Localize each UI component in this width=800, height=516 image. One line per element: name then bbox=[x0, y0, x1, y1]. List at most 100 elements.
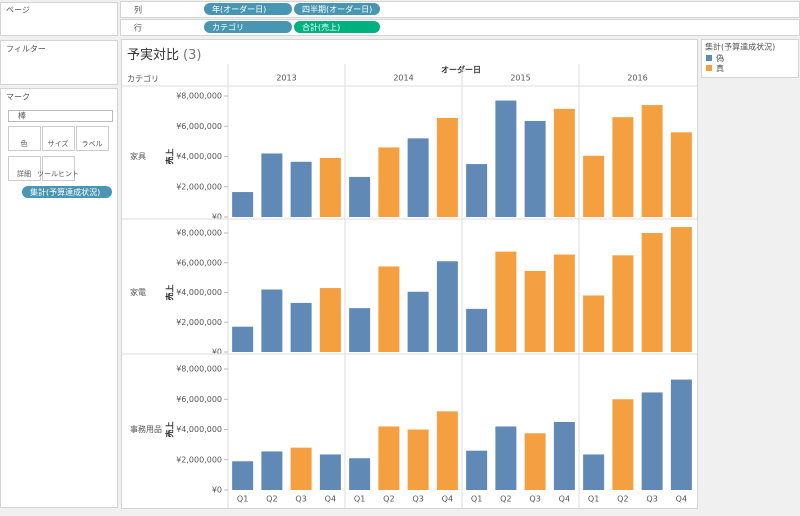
mark-button[interactable] bbox=[8, 156, 41, 181]
mark-button[interactable] bbox=[8, 126, 41, 151]
bar bbox=[407, 138, 429, 217]
year-label: 2013 bbox=[276, 74, 296, 83]
bar bbox=[349, 458, 371, 490]
mark-type-dropdown[interactable] bbox=[8, 110, 113, 122]
bar bbox=[232, 192, 254, 217]
y-tick-label: ¥8,000,000 bbox=[176, 365, 222, 374]
bar bbox=[349, 308, 371, 352]
y-tick-label: ¥4,000,000 bbox=[176, 152, 222, 161]
mark-type: 棒 bbox=[18, 111, 26, 121]
category-label: 家具 bbox=[130, 151, 146, 161]
row-header: カテゴリ bbox=[127, 74, 159, 84]
year-label: 2015 bbox=[510, 74, 530, 83]
pill-label: 合計(売上) bbox=[302, 22, 340, 32]
y-tick-label: ¥6,000,000 bbox=[176, 122, 222, 131]
bar bbox=[641, 105, 663, 217]
bar bbox=[524, 120, 546, 217]
quarter-label: Q1 bbox=[471, 495, 482, 504]
y-tick-label: ¥4,000,000 bbox=[176, 425, 222, 434]
legend-title: 集計(予算達成状況) bbox=[705, 42, 775, 52]
bar bbox=[466, 164, 488, 217]
y-tick-label: ¥0 bbox=[212, 348, 222, 357]
pill-label: カテゴリ bbox=[212, 22, 244, 32]
marks-label: マーク bbox=[6, 93, 30, 102]
bar bbox=[495, 100, 517, 217]
bar bbox=[349, 176, 371, 217]
bar bbox=[378, 147, 400, 217]
category-label: 家電 bbox=[130, 287, 146, 297]
bar bbox=[583, 454, 605, 490]
year-label: 2014 bbox=[393, 74, 413, 83]
quarter-label: Q4 bbox=[559, 495, 570, 504]
legend-label: 偽 bbox=[716, 53, 724, 63]
legend-card bbox=[701, 39, 799, 78]
bar bbox=[466, 450, 488, 490]
chart-title: 予実対比 (3) bbox=[127, 47, 201, 63]
bar bbox=[261, 451, 283, 490]
bar bbox=[524, 270, 546, 352]
quarter-label: Q1 bbox=[354, 495, 365, 504]
year-label: 2016 bbox=[627, 74, 647, 83]
bar bbox=[495, 251, 517, 352]
y-tick-label: ¥8,000,000 bbox=[176, 92, 222, 101]
bar bbox=[319, 454, 341, 490]
bar bbox=[232, 461, 254, 490]
y-axis-title: 売上 bbox=[165, 285, 175, 301]
bar bbox=[612, 117, 634, 217]
bar bbox=[583, 295, 605, 352]
bar bbox=[436, 117, 458, 217]
bar bbox=[670, 132, 692, 217]
filters-shelf bbox=[0, 40, 118, 85]
bar bbox=[553, 421, 575, 490]
bar bbox=[378, 266, 400, 352]
pill-label: 四半期(オーダー日) bbox=[302, 4, 372, 14]
bar bbox=[261, 289, 283, 352]
pill[interactable] bbox=[204, 3, 292, 15]
quarter-label: Q2 bbox=[383, 495, 394, 504]
mark-button-label: ツールヒント bbox=[37, 170, 79, 178]
y-tick-label: ¥4,000,000 bbox=[176, 288, 222, 297]
rows-label: 行 bbox=[134, 23, 142, 33]
bar bbox=[670, 227, 692, 352]
mark-button[interactable] bbox=[76, 126, 109, 151]
bar bbox=[553, 108, 575, 217]
y-tick-label: ¥6,000,000 bbox=[176, 258, 222, 267]
pill[interactable] bbox=[294, 21, 380, 33]
mark-button-label: 詳細 bbox=[17, 169, 31, 178]
quarter-label: Q1 bbox=[237, 495, 248, 504]
quarter-label: Q3 bbox=[646, 495, 657, 504]
mark-button[interactable] bbox=[42, 156, 75, 181]
y-tick-label: ¥6,000,000 bbox=[176, 395, 222, 404]
bar bbox=[641, 233, 663, 352]
pill[interactable] bbox=[22, 186, 112, 198]
category-label: 事務用品 bbox=[130, 424, 162, 434]
bar bbox=[407, 291, 429, 352]
bar bbox=[290, 161, 312, 217]
bar bbox=[319, 288, 341, 352]
title-count: (3) bbox=[183, 48, 201, 63]
legend-label: 真 bbox=[716, 63, 724, 73]
pill[interactable] bbox=[294, 3, 380, 15]
bar bbox=[495, 426, 517, 490]
quarter-label: Q4 bbox=[676, 495, 687, 504]
quarter-label: Q2 bbox=[266, 495, 277, 504]
columns-label: 列 bbox=[134, 5, 142, 15]
mark-button-label: 色 bbox=[21, 139, 28, 148]
quarter-label: Q4 bbox=[325, 495, 336, 504]
marks-card bbox=[0, 88, 118, 508]
legend-swatch bbox=[706, 55, 712, 61]
bar bbox=[290, 447, 312, 490]
y-axis-title: 売上 bbox=[165, 149, 175, 165]
bar bbox=[261, 153, 283, 217]
mark-button-label: ラベル bbox=[82, 140, 103, 148]
mark-button[interactable] bbox=[42, 126, 75, 151]
pill[interactable] bbox=[204, 21, 292, 33]
mark-button-label: サイズ bbox=[48, 139, 69, 148]
bar bbox=[641, 392, 663, 490]
bar bbox=[436, 261, 458, 352]
bar bbox=[553, 254, 575, 352]
bar bbox=[290, 302, 312, 352]
y-tick-label: ¥0 bbox=[212, 486, 222, 495]
quarter-label: Q2 bbox=[617, 495, 628, 504]
